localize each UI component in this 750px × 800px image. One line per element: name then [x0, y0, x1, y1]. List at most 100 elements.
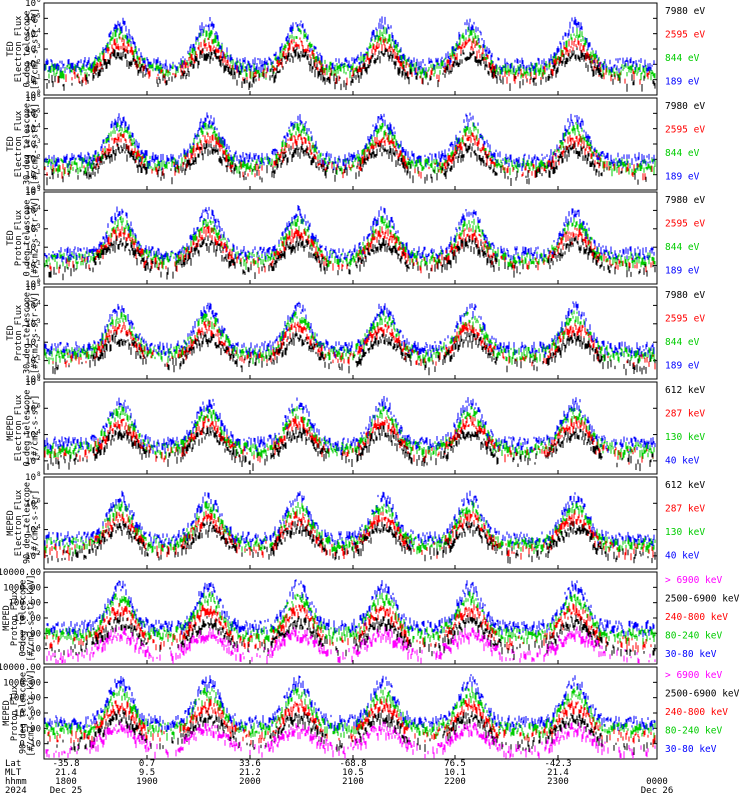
panel-frame: [43, 97, 658, 191]
x-tick-label-mlt: 10.5: [342, 768, 364, 778]
y-axis-label: MEPED: [2, 700, 12, 726]
y-axis-label: Proton Flux: [10, 590, 20, 646]
y-tick-label: 10: [25, 301, 36, 311]
y-tick-label: 10000.00: [0, 568, 41, 578]
y-tick-label: 10: [25, 0, 36, 9]
y-tick-exponent: 2: [37, 241, 41, 248]
flux-series: [44, 215, 656, 271]
y-tick-label: 10: [25, 552, 36, 562]
y-tick-exponent: 6: [37, 0, 41, 4]
x-tick-label-hhmm: 2300: [547, 777, 569, 787]
x-tick-label-mlt: 9.5: [139, 768, 155, 778]
y-tick-exponent: 5: [37, 107, 41, 114]
y-tick-label: 1.00: [19, 629, 41, 639]
legend-entry: 2595 eV: [665, 30, 705, 41]
flux-series: [44, 501, 656, 556]
y-axis-label: TED: [6, 325, 16, 340]
legend-entry: 240-800 keV: [665, 707, 728, 718]
y-axis-label: [#/cm2-s-str]: [31, 395, 41, 462]
panel-frame: [43, 381, 658, 475]
legend-entry: 40 keV: [665, 456, 700, 467]
y-tick-exponent: 3: [37, 318, 41, 325]
y-tick-label: 10: [25, 94, 36, 104]
flux-series: [52, 320, 656, 370]
y-tick-label: 0.10: [19, 740, 41, 750]
y-tick-exponent: 4: [37, 123, 41, 130]
flux-traces: [44, 490, 656, 564]
y-tick-exponent: 0: [37, 278, 41, 285]
panel-frame: [43, 476, 658, 570]
y-tick-exponent: 4: [37, 429, 41, 436]
y-axis-label: Proton Flux: [10, 685, 20, 741]
y-tick-exponent: 2: [37, 153, 41, 160]
x-tick-label-lat: 33.6: [239, 759, 261, 769]
y-tick-label: 100.00: [8, 694, 41, 704]
y-tick-label: 1000.00: [3, 678, 41, 688]
legend-entry: 30-80 keV: [665, 649, 717, 660]
flux-series: [47, 698, 656, 748]
y-tick-label: 10: [25, 526, 36, 536]
flux-series: [47, 425, 654, 472]
x-row-label: MLT: [5, 768, 22, 778]
y-tick-exponent: 5: [37, 281, 41, 288]
legend-entry: 130 keV: [665, 432, 705, 443]
legend-entry: 612 keV: [665, 480, 705, 491]
x-tick-label-lat: -68.8: [339, 759, 366, 769]
y-axis-label: [#/cm2-s-str-keV]: [27, 670, 37, 757]
legend-entry: 2500-6900 keV: [665, 689, 740, 700]
y-tick-label: 10: [25, 188, 36, 198]
y-tick-label: 0.10: [19, 645, 41, 655]
y-tick-label: 100.00: [8, 599, 41, 609]
y-axis-label: 90 deg telescope: [22, 482, 32, 564]
flux-traces: [44, 396, 656, 472]
y-tick-exponent: 2: [37, 455, 41, 462]
flux-series: [47, 235, 656, 281]
y-tick-exponent: 0: [37, 373, 41, 380]
x-tick-label-mlt: 21.4: [547, 768, 569, 778]
x-tick-label-hhmm: 0000: [646, 777, 668, 787]
y-tick-exponent: 4: [37, 299, 41, 306]
y-axis-label: 30 deg telescope: [22, 292, 32, 374]
flux-traces: [44, 674, 656, 759]
y-tick-label: 10: [25, 155, 36, 165]
y-tick-label: 10: [25, 338, 36, 348]
y-tick-label: 10: [25, 125, 36, 135]
y-tick-label: 10: [25, 45, 36, 55]
flux-series: [44, 205, 655, 265]
flux-series: [46, 142, 647, 186]
y-tick-exponent: 0: [37, 184, 41, 191]
y-tick-label: 10: [25, 91, 36, 101]
flux-series: [45, 721, 656, 759]
x-tick-label-mlt: 10.1: [444, 768, 466, 778]
x-row-label: 2024: [5, 786, 27, 796]
y-tick-label: 10: [25, 206, 36, 216]
y-tick-label: 10: [25, 109, 36, 119]
y-tick-exponent: 1: [37, 355, 41, 362]
panel-7: 0.10 1.00 10.00 100.00 1000.00 10000.00 MEPEDP…: [0, 568, 740, 665]
y-axis-label: Proton Flux: [14, 210, 24, 266]
legend-entry: 844 eV: [665, 148, 700, 159]
y-axis-label: [#/cm2-s-str-eV]: [31, 8, 41, 90]
y-tick-label: 10: [25, 375, 36, 385]
y-tick-exponent: 1: [37, 74, 41, 81]
legend-entry: 2595 eV: [665, 219, 705, 230]
x-tick-label-hhmm: 2100: [342, 777, 364, 787]
y-tick-label: 10: [25, 262, 36, 272]
legend-entry: 7980 eV: [665, 101, 705, 112]
y-axis-label: 0 deg telescope: [22, 390, 32, 467]
legend-entry: 2500-6900 keV: [665, 594, 740, 605]
x-tick-label-mlt: 21.4: [55, 768, 77, 778]
x-tick-label-lat: 76.5: [444, 759, 466, 769]
y-tick-label: 10: [25, 60, 36, 70]
y-tick-exponent: 2: [37, 550, 41, 557]
y-tick-label: 10: [25, 140, 36, 150]
y-tick-exponent: 3: [37, 43, 41, 50]
legend-entry: 189 eV: [665, 266, 700, 277]
x-row-label: hhmm: [5, 777, 27, 787]
y-tick-label: 10: [25, 357, 36, 367]
legend-entry: 240-800 keV: [665, 612, 728, 623]
y-tick-label: 10: [25, 283, 36, 293]
flux-traces: [44, 16, 656, 92]
